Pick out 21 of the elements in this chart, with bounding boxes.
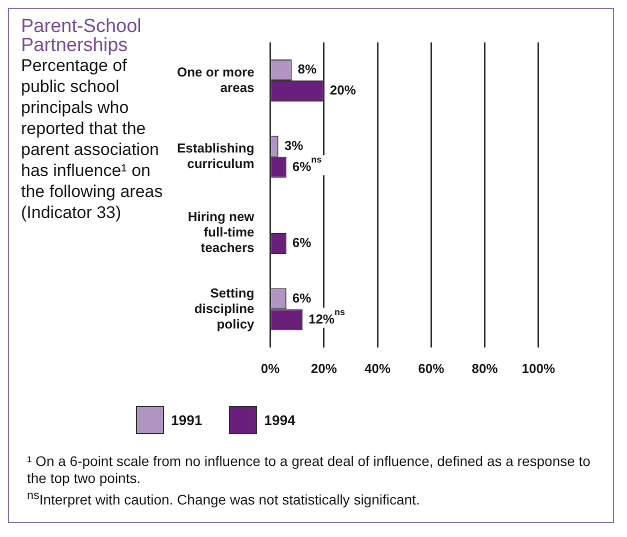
data-label: 20%: [330, 82, 356, 98]
y-tick-label: One or more areas: [177, 64, 254, 95]
y-tick-label: Hiring new full-time teachers: [188, 209, 256, 256]
x-tick-label: 20%: [310, 360, 338, 376]
data-label: 6%: [292, 235, 312, 250]
legend-label: 1991: [171, 412, 202, 428]
data-label: 6%: [292, 290, 312, 306]
x-tick-label: 80%: [472, 360, 498, 376]
y-tick-label: Setting discipline policy: [194, 285, 256, 332]
legend-label: 1994: [264, 412, 296, 428]
data-label: 8%: [298, 62, 317, 77]
x-tick-label: 100%: [522, 360, 556, 376]
text: $^{ns}$Interpret with caution. Change was not statistically significant.: [27, 488, 421, 509]
text: Percentage of public school principals who reported that the parent association has influence¹ on the following areas (Indicator 33): [21, 55, 164, 223]
text: Parent-School Partnerships: [21, 16, 142, 56]
x-tick-label: 60%: [418, 360, 445, 376]
x-tick-label: 0%: [260, 360, 280, 376]
text: ¹ On a 6-point scale from no influence to a great deal of influence, defined as a response to the top two points.: [27, 453, 592, 487]
data-label: 3%: [284, 138, 304, 153]
y-tick-label: Establishing curriculum: [177, 140, 254, 172]
x-tick-label: 40%: [364, 360, 391, 376]
